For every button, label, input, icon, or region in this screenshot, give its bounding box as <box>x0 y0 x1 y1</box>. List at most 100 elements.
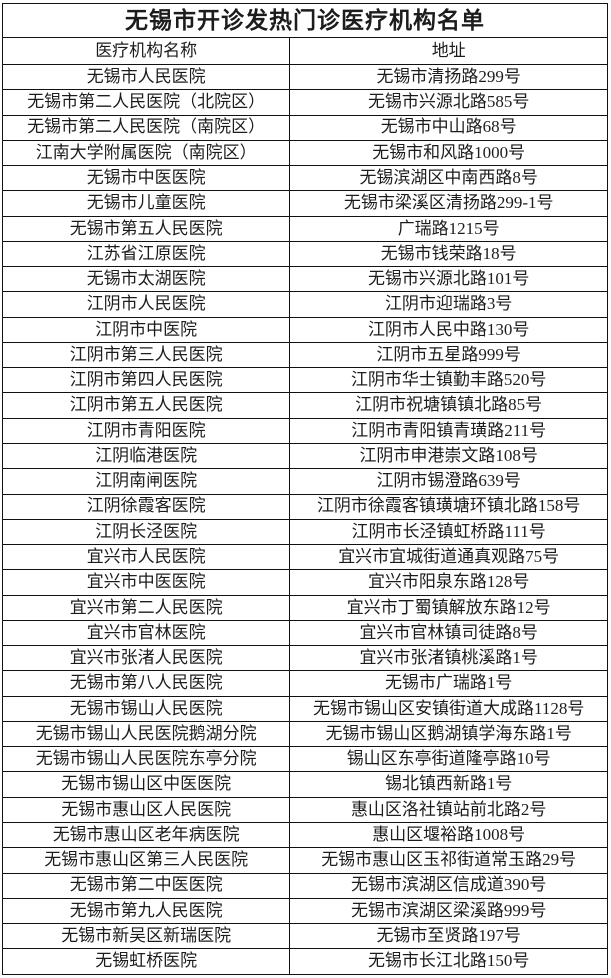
institution-name-cell: 江苏省江原医院 <box>1 240 291 268</box>
institution-name-cell: 无锡市第八人民医院 <box>1 670 291 697</box>
institution-name-cell: 无锡市第五人民医院 <box>1 215 291 242</box>
table-row: 江苏省江原医院 无锡市钱荣路18号 <box>1 240 608 268</box>
table-row: 无锡市惠山区人民医院 惠山区洛社镇站前北路2号 <box>1 796 608 823</box>
institution-name-cell: 无锡市惠山区第三人民医院 <box>1 847 291 874</box>
address-cell: 锡山区东亭街道隆亭路10号 <box>289 746 608 773</box>
address-cell: 江阴市徐霞客镇璜塘环镇北路158号 <box>289 493 608 520</box>
address-cell: 无锡市和风路1000号 <box>289 139 608 167</box>
address-cell: 宜兴市官林镇司徒路8号 <box>289 619 608 647</box>
institution-name-cell: 江阴临港医院 <box>1 442 291 470</box>
address-cell: 广瑞路1215号 <box>289 215 608 242</box>
institution-name-cell: 江阴市中医院 <box>1 316 291 343</box>
institution-name-cell: 无锡市锡山区中医医院 <box>1 771 291 798</box>
table-row: 无锡市新吴区新瑞医院 无锡市至贤路197号 <box>1 923 608 950</box>
institution-name-cell: 无锡市新吴区新瑞医院 <box>1 923 291 950</box>
column-header-institution-name: 医疗机构名称 <box>1 37 291 65</box>
institution-name-cell: 江阴市第三人民医院 <box>1 341 291 369</box>
table-row: 无锡市锡山人民医院东亭分院 锡山区东亭街道隆亭路10号 <box>1 746 608 773</box>
institution-name-cell: 江南大学附属医院（南院区） <box>1 139 291 167</box>
institution-name-cell: 宜兴市第二人民医院 <box>1 594 291 621</box>
address-cell: 江阴市迎瑞路3号 <box>289 291 608 318</box>
table-row: 宜兴市张渚人民医院 宜兴市张渚镇桃溪路1号 <box>1 645 608 672</box>
table-row: 无锡市锡山人民医院鹅湖分院 无锡市锡山区鹅湖镇学海东路1号 <box>1 720 608 748</box>
address-cell: 宜兴市阳泉东路128号 <box>289 569 608 596</box>
address-cell: 江阴市长泾镇虹桥路111号 <box>289 518 608 546</box>
address-cell: 江阴市青阳镇青璜路211号 <box>289 417 608 444</box>
table-body: 无锡市人民医院 无锡市清扬路299号 无锡市第二人民医院（北院区） 无锡市兴源北路58… <box>1 63 608 975</box>
institution-name-cell: 江阴市青阳医院 <box>1 417 291 444</box>
table-row: 无锡市第五人民医院 广瑞路1215号 <box>1 215 608 242</box>
table-row: 无锡市锡山区中医医院 锡北镇西新路1号 <box>1 771 608 798</box>
table-row: 无锡虹桥医院 无锡市长江北路150号 <box>1 948 608 975</box>
table-row: 江阴市第三人民医院 江阴市五星路999号 <box>1 341 608 369</box>
title-row: 无锡市开诊发热门诊医疗机构名单 <box>2 3 608 38</box>
table-row: 无锡市第二人民医院（北院区） 无锡市兴源北路585号 <box>1 89 608 116</box>
table-row: 无锡市惠山区第三人民医院 无锡市惠山区玉祁街道常玉路29号 <box>1 847 608 874</box>
institution-name-cell: 江阴南闸医院 <box>1 468 291 495</box>
institution-name-cell: 宜兴市中医医院 <box>1 569 291 596</box>
institution-name-cell: 无锡市惠山区人民医院 <box>1 796 291 823</box>
table-row: 宜兴市第二人民医院 宜兴市丁蜀镇解放东路12号 <box>1 594 608 621</box>
address-cell: 江阴市祝塘镇镇北路85号 <box>289 392 608 419</box>
institution-name-cell: 宜兴市人民医院 <box>1 544 291 571</box>
institution-name-cell: 无锡市惠山区老年病医院 <box>1 821 291 849</box>
institution-name-cell: 江阴市第五人民医院 <box>1 392 291 419</box>
address-cell: 无锡滨湖区中南西路8号 <box>289 165 608 192</box>
institution-table-container: 无锡市开诊发热门诊医疗机构名单 医疗机构名称 地址 无锡市人民医院 无锡市清扬路2… <box>1 3 608 975</box>
institution-name-cell: 江阴市人民医院 <box>1 291 291 318</box>
address-cell: 无锡市广瑞路1号 <box>289 670 608 697</box>
institution-name-cell: 江阴长泾医院 <box>1 518 291 546</box>
institution-name-cell: 无锡虹桥医院 <box>1 948 291 975</box>
institution-name-cell: 无锡市第九人民医院 <box>1 897 291 925</box>
table-row: 无锡市人民医院 无锡市清扬路299号 <box>1 63 608 91</box>
institution-name-cell: 无锡市锡山人民医院 <box>1 695 291 722</box>
table-row: 江阴徐霞客医院 江阴市徐霞客镇璜塘环镇北路158号 <box>1 493 608 520</box>
table-row: 无锡市第九人民医院 无锡市滨湖区梁溪路999号 <box>1 897 608 925</box>
table-row: 宜兴市官林医院 宜兴市官林镇司徒路8号 <box>1 619 608 647</box>
address-cell: 无锡市梁溪区清扬路299-1号 <box>289 190 608 217</box>
table-row: 宜兴市人民医院 宜兴市宜城街道通真观路75号 <box>1 544 608 571</box>
address-cell: 江阴市人民中路130号 <box>289 316 608 343</box>
table-row: 无锡市第二人民医院（南院区） 无锡市中山路68号 <box>1 114 608 141</box>
address-cell: 无锡市锡山区鹅湖镇学海东路1号 <box>289 720 608 748</box>
address-cell: 无锡市滨湖区信成道390号 <box>289 872 608 899</box>
institution-name-cell: 无锡市中医医院 <box>1 165 291 192</box>
institution-name-cell: 江阴市第四人民医院 <box>1 367 291 394</box>
address-cell: 无锡市兴源北路585号 <box>289 89 608 116</box>
institution-name-cell: 无锡市第二人民医院（南院区） <box>1 114 291 141</box>
address-cell: 无锡市中山路68号 <box>289 114 608 141</box>
address-cell: 锡北镇西新路1号 <box>289 771 608 798</box>
institution-name-cell: 宜兴市官林医院 <box>1 619 291 647</box>
column-header-address: 地址 <box>289 37 608 65</box>
institution-name-cell: 无锡市锡山人民医院东亭分院 <box>1 746 291 773</box>
institution-name-cell: 无锡市儿童医院 <box>1 190 291 217</box>
table-row: 江阴市青阳医院 江阴市青阳镇青璜路211号 <box>1 417 608 444</box>
table-row: 江阴南闸医院 江阴市锡澄路639号 <box>1 468 608 495</box>
address-cell: 宜兴市张渚镇桃溪路1号 <box>289 645 608 672</box>
address-cell: 惠山区堰裕路1008号 <box>289 821 608 849</box>
institution-name-cell: 无锡市第二中医医院 <box>1 872 291 899</box>
address-cell: 惠山区洛社镇站前北路2号 <box>289 796 608 823</box>
address-cell: 无锡市惠山区玉祁街道常玉路29号 <box>289 847 608 874</box>
address-cell: 宜兴市宜城街道通真观路75号 <box>289 544 608 571</box>
address-cell: 江阴市华士镇勤丰路520号 <box>289 367 608 394</box>
table-row: 无锡市太湖医院 无锡市兴源北路101号 <box>1 266 608 293</box>
address-cell: 无锡市清扬路299号 <box>289 63 608 91</box>
table-row: 江阴市人民医院 江阴市迎瑞路3号 <box>1 291 608 318</box>
column-header-row: 医疗机构名称 地址 <box>1 37 608 65</box>
address-cell: 无锡市兴源北路101号 <box>289 266 608 293</box>
address-cell: 无锡市钱荣路18号 <box>289 240 608 268</box>
table-row: 无锡市第二中医医院 无锡市滨湖区信成道390号 <box>1 872 608 899</box>
institution-name-cell: 宜兴市张渚人民医院 <box>1 645 291 672</box>
address-cell: 江阴市锡澄路639号 <box>289 468 608 495</box>
address-cell: 无锡市长江北路150号 <box>289 948 608 975</box>
institution-name-cell: 江阴徐霞客医院 <box>1 493 291 520</box>
institution-table: 无锡市开诊发热门诊医疗机构名单 医疗机构名称 地址 无锡市人民医院 无锡市清扬路2… <box>1 3 608 975</box>
table-row: 无锡市锡山人民医院 无锡市锡山区安镇街道大成路1128号 <box>1 695 608 722</box>
address-cell: 江阴市申港崇文路108号 <box>289 442 608 470</box>
table-row: 江阴市第四人民医院 江阴市华士镇勤丰路520号 <box>1 367 608 394</box>
institution-name-cell: 无锡市第二人民医院（北院区） <box>1 89 291 116</box>
address-cell: 宜兴市丁蜀镇解放东路12号 <box>289 594 608 621</box>
table-row: 无锡市中医医院 无锡滨湖区中南西路8号 <box>1 165 608 192</box>
institution-name-cell: 无锡市锡山人民医院鹅湖分院 <box>1 720 291 748</box>
